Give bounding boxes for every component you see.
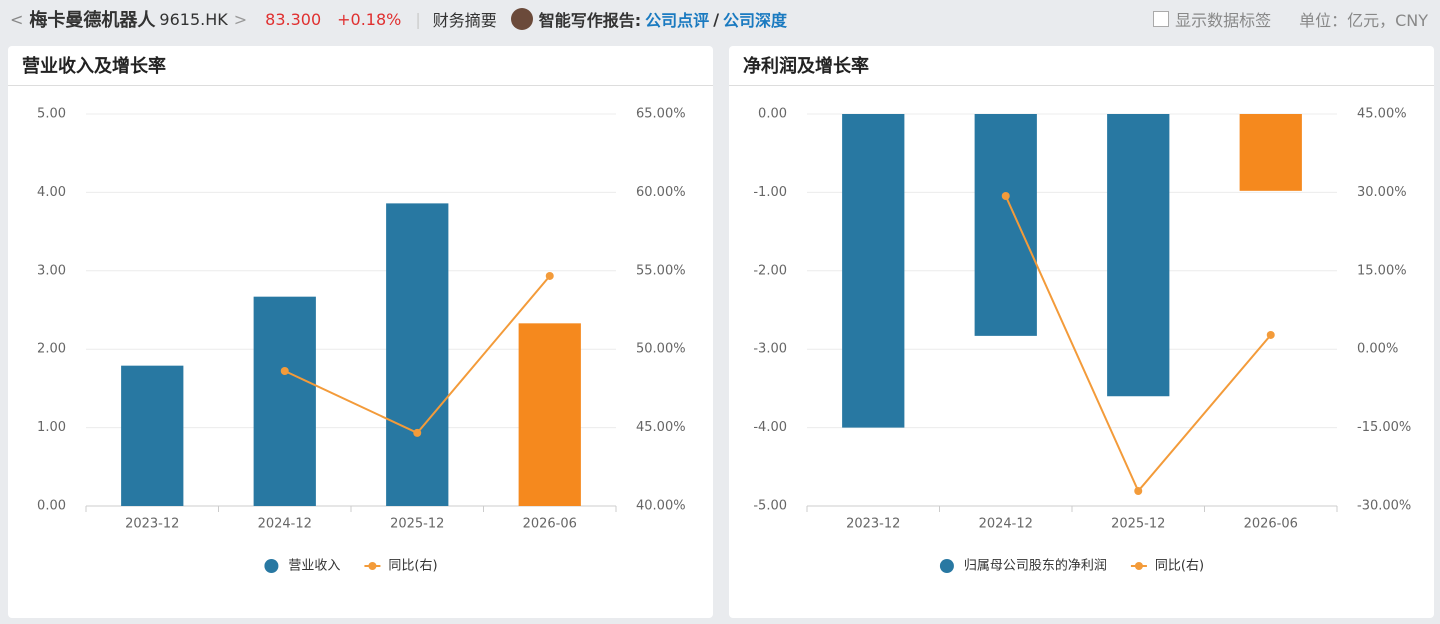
y2-tick-label: 55.00% (636, 263, 686, 278)
legend-label: 同比(右) (1155, 559, 1204, 574)
bar (518, 323, 581, 506)
divider: | (415, 9, 421, 29)
point (1001, 192, 1010, 201)
point (1134, 486, 1143, 495)
link[interactable]: 公司点评 (645, 11, 710, 30)
x-tick-label: 2025-12 (390, 517, 444, 532)
point (1266, 330, 1275, 339)
link[interactable]: 公司深度 (723, 11, 788, 30)
chart-title: 营业收入及增长率 (8, 46, 713, 86)
legend-label: 营业收入 (288, 559, 340, 574)
legend-label: 归属母公司股东的净利润 (964, 558, 1107, 574)
point (545, 271, 554, 280)
y-tick-label: -2.00 (753, 263, 787, 278)
checkbox[interactable] (1153, 11, 1170, 27)
panel: 营业收入及增长率 0.00 1.00 2.00 3.00 4.00 5.00 40.00% 4… (8, 46, 713, 618)
unit: 单位：亿元，CNY (1299, 11, 1428, 30)
chart: 0.00 1.00 2.00 3.00 4.00 5.00 40.00% 45.00% 50.0… (37, 107, 686, 574)
bar (1239, 114, 1302, 191)
chart-title: 净利润及增长率 (729, 46, 1434, 86)
bar (974, 114, 1037, 336)
y2-tick-label: 50.00% (636, 342, 686, 357)
price: 83.300 (265, 9, 322, 29)
y-tick-label: 2.00 (37, 342, 66, 357)
avatar (510, 8, 533, 30)
bar (386, 203, 449, 506)
x-tick-label: 2023-12 (846, 517, 900, 532)
y-tick-label: -4.00 (753, 420, 787, 435)
y2-tick-label: 15.00% (1357, 263, 1407, 278)
bar (253, 296, 316, 506)
bar (842, 114, 905, 428)
y2-tick-label: 45.00% (1357, 107, 1407, 122)
legend-marker (264, 559, 279, 573)
y-tick-label: 5.00 (37, 107, 66, 122)
y2-tick-label: -30.00% (1357, 499, 1411, 514)
chart: -5.00 -4.00 -3.00 -2.00 -1.00 0.00 -30.00% -15.… (753, 107, 1411, 574)
bar (121, 365, 184, 506)
x-tick-label: 2025-12 (1111, 517, 1165, 532)
summary[interactable]: 财务摘要 (432, 11, 497, 30)
point (280, 366, 289, 375)
report-label: 智能写作报告: (538, 11, 642, 30)
y-tick-label: -3.00 (753, 342, 787, 357)
y-tick-label: 4.00 (37, 185, 66, 200)
x-tick-label: 2026-06 (523, 517, 577, 532)
y2-tick-label: 30.00% (1357, 185, 1407, 200)
x-tick-label: 2024-12 (979, 517, 1033, 532)
legend-marker (368, 562, 377, 570)
checkbox-label[interactable]: 显示数据标签 (1175, 11, 1272, 30)
separator: / (713, 9, 720, 29)
y-tick-label: 0.00 (37, 499, 66, 514)
y-tick-label: 3.00 (37, 263, 66, 278)
y2-tick-label: 40.00% (636, 499, 686, 514)
point (413, 428, 422, 437)
x-tick-label: 2023-12 (125, 517, 179, 532)
change: +0.18% (337, 9, 402, 29)
legend-marker (1134, 562, 1143, 570)
x-tick-label: 2026-06 (1244, 517, 1298, 532)
y-tick-label: 1.00 (37, 420, 66, 435)
x-tick-label: 2024-12 (258, 517, 312, 532)
header: < 梅卡曼德机器人 9615.HK > 83.300 +0.18% | 财务摘要… (0, 0, 1440, 38)
y-tick-label: 0.00 (758, 107, 787, 122)
panel: 净利润及增长率 -5.00 -4.00 -3.00 -2.00 -1.00 0.00 -30… (729, 46, 1434, 618)
y-tick-label: -1.00 (753, 185, 787, 200)
back-icon[interactable]: < (10, 9, 24, 29)
y2-tick-label: -15.00% (1357, 420, 1411, 435)
arrow: > (233, 9, 248, 29)
y-tick-label: -5.00 (753, 499, 787, 514)
y2-tick-label: 65.00% (636, 107, 686, 122)
y2-tick-label: 45.00% (636, 420, 686, 435)
legend-marker (939, 559, 954, 573)
bar (1107, 114, 1170, 397)
stock-name: 梅卡曼德机器人 (29, 10, 156, 31)
y2-tick-label: 0.00% (1357, 342, 1398, 357)
stock-code: 9615.HK (159, 9, 228, 29)
y2-tick-label: 60.00% (636, 185, 686, 200)
legend-label: 同比(右) (388, 559, 437, 574)
